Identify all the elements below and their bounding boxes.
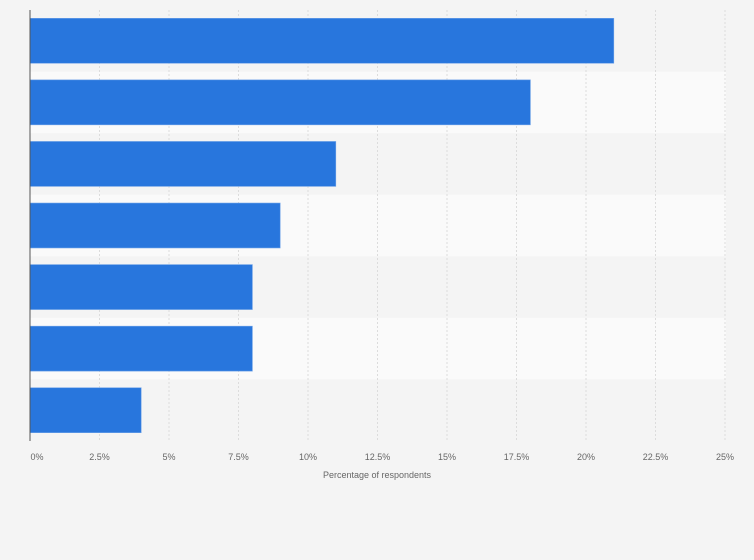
bar[interactable] xyxy=(29,325,253,372)
x-tick-label: 5% xyxy=(162,452,175,462)
x-tick-label: 7.5% xyxy=(228,452,249,462)
bar[interactable] xyxy=(29,79,531,126)
bar[interactable] xyxy=(29,202,281,249)
x-tick-label: 10% xyxy=(299,452,317,462)
x-axis-label: Percentage of respondents xyxy=(323,470,432,480)
bar[interactable] xyxy=(29,387,142,433)
x-tick-label: 12.5% xyxy=(365,452,391,462)
x-tick-label: 15% xyxy=(438,452,456,462)
x-tick-label: 0% xyxy=(30,452,43,462)
x-tick-label: 2.5% xyxy=(89,452,110,462)
bar[interactable] xyxy=(29,18,615,64)
x-tick-label: 22.5% xyxy=(643,452,669,462)
bar[interactable] xyxy=(29,264,253,310)
x-tick-label: 20% xyxy=(577,452,595,462)
x-tick-label: 17.5% xyxy=(504,452,530,462)
x-tick-label: 25% xyxy=(716,452,734,462)
bar[interactable] xyxy=(29,141,337,187)
